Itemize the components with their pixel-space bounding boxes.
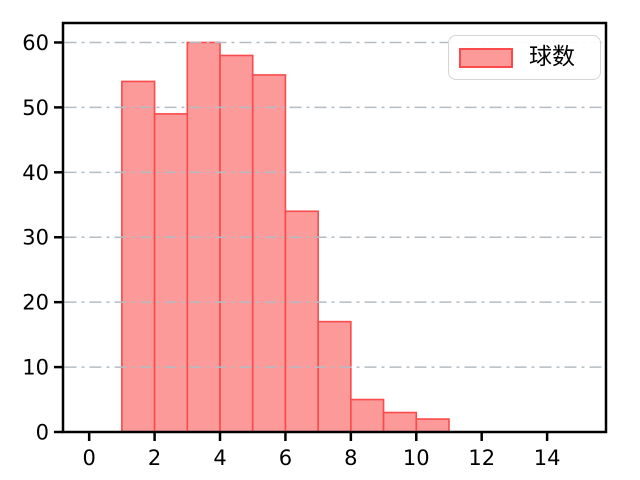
histogram-bar xyxy=(415,418,450,433)
x-tick-label: 4 xyxy=(213,446,226,470)
histogram-bar xyxy=(121,80,156,433)
axes-spines xyxy=(61,21,608,434)
y-tick-label: 60 xyxy=(22,31,49,55)
y-tick-label: 50 xyxy=(22,96,49,120)
legend-swatch xyxy=(459,47,513,68)
histogram-bar xyxy=(350,398,385,433)
y-tick-label: 0 xyxy=(36,421,49,445)
histogram-bar xyxy=(219,54,254,433)
histogram-bar xyxy=(251,74,287,433)
legend: 球数 xyxy=(448,35,601,80)
x-tick-label: 6 xyxy=(279,446,292,470)
x-tick-label: 0 xyxy=(82,446,95,470)
x-tick-label: 10 xyxy=(403,446,430,470)
histogram-bar xyxy=(317,320,352,433)
histogram-bar xyxy=(382,411,418,433)
y-tick-label: 30 xyxy=(22,226,49,250)
x-tick-label: 14 xyxy=(534,446,561,470)
y-tick-label: 10 xyxy=(22,356,49,380)
histogram-bar xyxy=(153,113,189,433)
x-tick-label: 8 xyxy=(344,446,357,470)
legend-label: 球数 xyxy=(529,44,575,70)
y-tick-label: 40 xyxy=(22,161,49,185)
histogram-bar xyxy=(284,210,319,433)
y-tick-label: 20 xyxy=(22,291,49,315)
x-tick-label: 12 xyxy=(468,446,495,470)
x-tick-label: 2 xyxy=(148,446,161,470)
